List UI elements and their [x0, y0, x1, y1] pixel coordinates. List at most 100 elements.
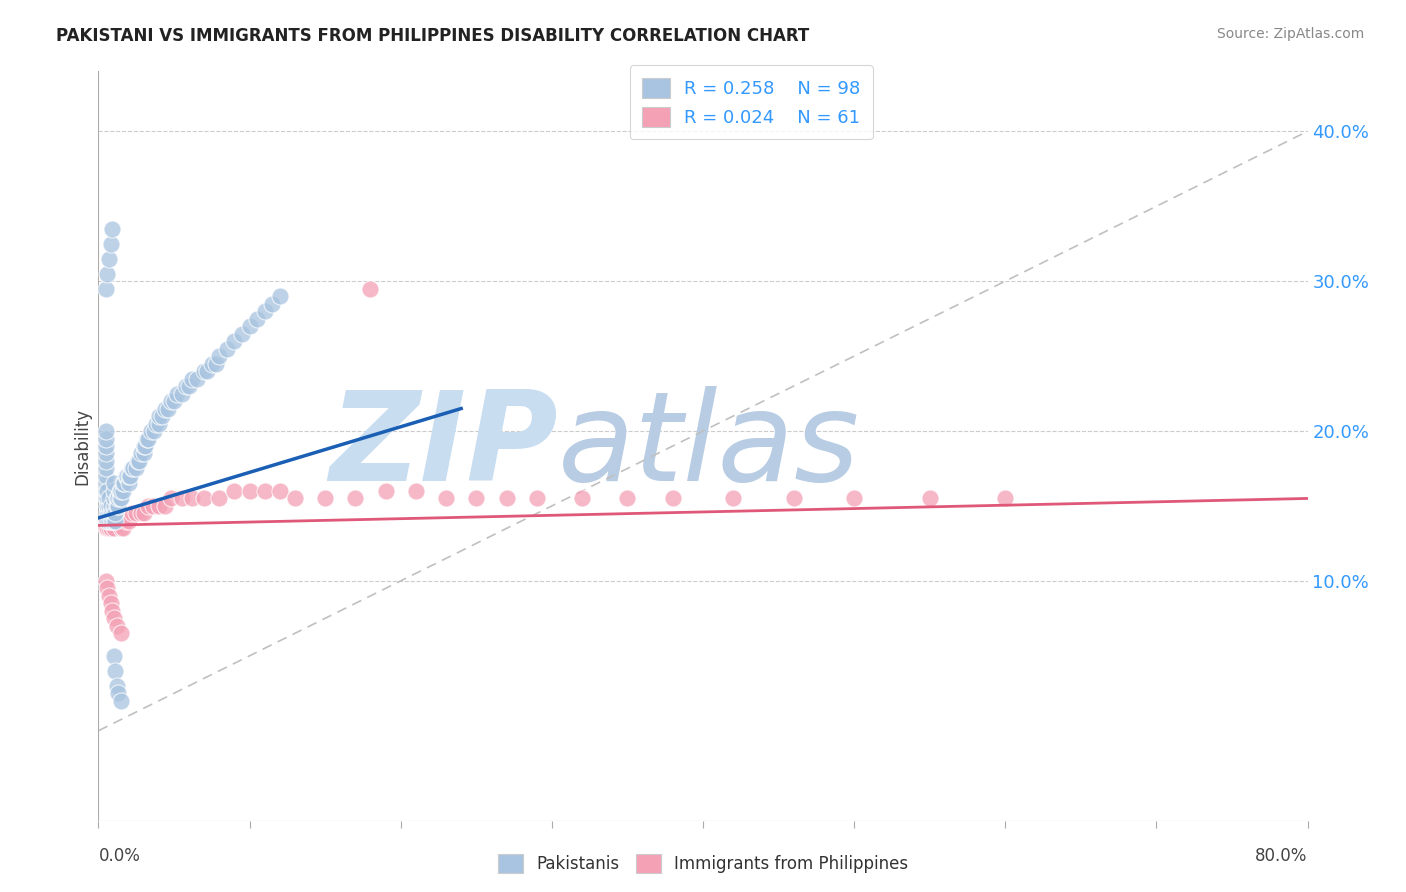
- Point: [98, 589, 121, 603]
- Point: [105, 679, 128, 693]
- Point: [107, 686, 129, 700]
- Point: [120, 469, 142, 483]
- Point: [101, 604, 124, 618]
- Point: [201, 357, 224, 371]
- Point: [100, 507, 122, 521]
- Point: [129, 507, 152, 521]
- Point: [208, 491, 231, 506]
- Point: [179, 379, 201, 393]
- Point: [160, 491, 183, 506]
- Y-axis label: Disability: Disability: [73, 408, 91, 484]
- Point: [103, 491, 125, 506]
- Point: [269, 289, 291, 303]
- Point: [127, 454, 149, 468]
- Point: [98, 514, 121, 528]
- Point: [111, 476, 134, 491]
- Point: [156, 401, 179, 416]
- Point: [239, 319, 262, 334]
- Point: [148, 499, 170, 513]
- Point: [262, 296, 284, 310]
- Point: [94, 282, 117, 296]
- Point: [121, 507, 143, 521]
- Point: [110, 694, 132, 708]
- Point: [125, 461, 148, 475]
- Point: [134, 439, 156, 453]
- Point: [96, 514, 118, 528]
- Point: [111, 483, 134, 498]
- Point: [105, 619, 128, 633]
- Point: [98, 499, 121, 513]
- Point: [128, 454, 150, 468]
- Text: 0.0%: 0.0%: [98, 847, 141, 865]
- Point: [118, 469, 141, 483]
- Point: [195, 364, 218, 378]
- Point: [125, 507, 148, 521]
- Point: [118, 514, 141, 528]
- Point: [115, 469, 138, 483]
- Point: [132, 446, 155, 460]
- Point: [108, 491, 131, 506]
- Point: [101, 514, 124, 528]
- Point: [208, 349, 231, 363]
- Point: [136, 432, 159, 446]
- Point: [110, 626, 132, 640]
- Point: [153, 401, 176, 416]
- Point: [101, 221, 124, 235]
- Point: [405, 483, 427, 498]
- Point: [844, 491, 866, 506]
- Point: [94, 521, 117, 535]
- Point: [231, 326, 253, 341]
- Point: [114, 469, 136, 483]
- Point: [103, 611, 125, 625]
- Point: [94, 514, 117, 528]
- Point: [96, 483, 118, 498]
- Point: [103, 483, 125, 498]
- Point: [101, 507, 124, 521]
- Point: [104, 507, 127, 521]
- Point: [105, 514, 128, 528]
- Point: [253, 483, 276, 498]
- Point: [101, 514, 124, 528]
- Point: [224, 483, 246, 498]
- Point: [103, 514, 125, 528]
- Point: [94, 446, 117, 460]
- Point: [98, 521, 121, 535]
- Point: [94, 432, 117, 446]
- Point: [181, 491, 204, 506]
- Text: 80.0%: 80.0%: [1256, 847, 1308, 865]
- Point: [94, 439, 117, 453]
- Point: [96, 514, 118, 528]
- Legend: Pakistanis, Immigrants from Philippines: Pakistanis, Immigrants from Philippines: [491, 847, 915, 880]
- Point: [110, 491, 132, 506]
- Point: [253, 304, 276, 318]
- Text: Source: ZipAtlas.com: Source: ZipAtlas.com: [1216, 27, 1364, 41]
- Point: [344, 491, 367, 506]
- Point: [150, 409, 173, 423]
- Point: [103, 521, 125, 535]
- Point: [100, 514, 122, 528]
- Point: [994, 491, 1017, 506]
- Point: [174, 379, 197, 393]
- Point: [110, 483, 132, 498]
- Point: [122, 461, 145, 475]
- Point: [98, 507, 121, 521]
- Point: [103, 476, 125, 491]
- Point: [495, 491, 517, 506]
- Point: [143, 424, 166, 438]
- Point: [121, 461, 143, 475]
- Point: [141, 424, 163, 438]
- Point: [526, 491, 548, 506]
- Point: [104, 514, 127, 528]
- Point: [129, 446, 152, 460]
- Point: [98, 491, 121, 506]
- Point: [193, 491, 215, 506]
- Point: [142, 499, 165, 513]
- Point: [108, 483, 131, 498]
- Point: [96, 491, 118, 506]
- Point: [94, 424, 117, 438]
- Point: [193, 364, 215, 378]
- Point: [186, 371, 208, 385]
- Point: [100, 514, 122, 528]
- Point: [110, 521, 132, 535]
- Point: [148, 417, 170, 431]
